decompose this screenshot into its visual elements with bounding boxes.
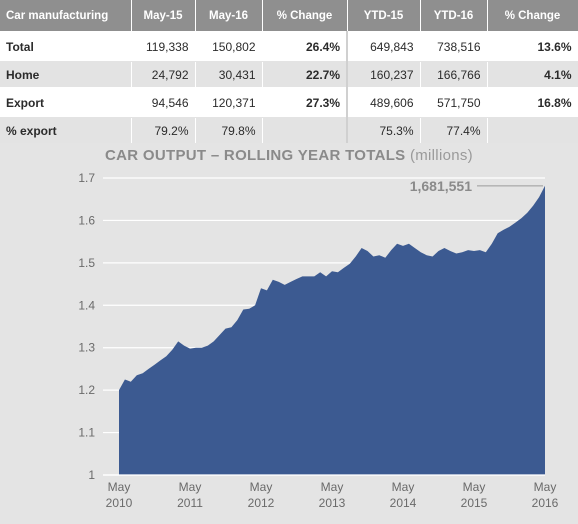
x-tick-label-month: May (321, 480, 344, 494)
y-tick-label: 1.7 (78, 171, 95, 185)
y-tick-label: 1.6 (78, 213, 95, 227)
cell-ytd-16: 166,766 (420, 61, 488, 88)
x-tick-label-month: May (108, 480, 131, 494)
x-tick-label-year: 2011 (177, 496, 203, 510)
y-tick-label: 1.4 (78, 298, 95, 312)
cell-ytd-16: 77.4% (420, 117, 488, 144)
x-tick-label-year: 2014 (390, 496, 417, 510)
x-tick-label-month: May (250, 480, 273, 494)
x-tick-label-year: 2013 (319, 496, 346, 510)
cell-may-16: 150,802 (195, 31, 263, 62)
x-tick-label-month: May (534, 480, 557, 494)
header-ytd-15: YTD-15 (347, 0, 421, 32)
car-manufacturing-table: Car manufacturing May-15 May-16 % Change… (0, 0, 578, 144)
cell-pct-change-ytd: 13.6% (487, 31, 578, 62)
x-tick-label-year: 2015 (461, 496, 488, 510)
y-tick-label: 1.2 (78, 383, 95, 397)
car-output-area-chart: 1 1.1 1.2 1.3 1.4 1.5 1.6 1.7 May 2010 May 2011 May 2… (78, 171, 559, 510)
table-row-total: Total 119,338 150,802 26.4% 649,843 738,… (0, 31, 578, 62)
cell-ytd-15: 75.3% (347, 117, 421, 144)
cell-ytd-15: 489,606 (347, 87, 421, 118)
y-tick-label: 1.1 (78, 426, 95, 440)
y-tick-label: 1 (88, 468, 95, 482)
x-tick-label-year: 2010 (106, 496, 133, 510)
header-may-15: May-15 (131, 0, 196, 32)
annotation-label: 1,681,551 (410, 178, 472, 194)
cell-pct-change-ytd: 16.8% (487, 87, 578, 118)
header-may-16: May-16 (195, 0, 263, 32)
cell-ytd-16: 738,516 (420, 31, 488, 62)
chart-panel: CAR OUTPUT – ROLLING YEAR TOTALS (millio… (0, 143, 578, 524)
y-tick-label: 1.3 (78, 341, 95, 355)
table-row-export: Export 94,546 120,371 27.3% 489,606 571,… (0, 87, 578, 118)
cell-pct-change-month: 27.3% (262, 87, 348, 118)
cell-may-16: 120,371 (195, 87, 263, 118)
cell-ytd-15: 160,237 (347, 61, 421, 88)
cell-pct-change-ytd (487, 117, 578, 144)
table-row-pct-export: % export 79.2% 79.8% 75.3% 77.4% (0, 117, 578, 144)
area-series (119, 185, 545, 476)
header-pct-change-month: % Change (262, 0, 348, 32)
cell-may-15: 119,338 (131, 31, 196, 62)
header-pct-change-ytd: % Change (487, 0, 578, 32)
cell-ytd-15: 649,843 (347, 31, 421, 62)
cell-pct-change-ytd: 4.1% (487, 61, 578, 88)
row-label: % export (0, 117, 132, 144)
cell-may-16: 79.8% (195, 117, 263, 144)
y-tick-label: 1.5 (78, 256, 95, 270)
cell-ytd-16: 571,750 (420, 87, 488, 118)
cell-pct-change-month: 26.4% (262, 31, 348, 62)
chart-title-text: CAR OUTPUT – ROLLING YEAR TOTALS (105, 147, 406, 164)
row-label: Home (0, 61, 132, 88)
x-tick-label-month: May (463, 480, 486, 494)
x-tick-label-month: May (392, 480, 415, 494)
x-tick-label-month: May (179, 480, 202, 494)
x-tick-label-year: 2016 (532, 496, 559, 510)
row-label: Total (0, 31, 132, 62)
cell-may-15: 24,792 (131, 61, 196, 88)
table-header-row: Car manufacturing May-15 May-16 % Change… (0, 0, 578, 32)
row-label: Export (0, 87, 132, 118)
header-car-manufacturing: Car manufacturing (0, 0, 132, 32)
header-ytd-16: YTD-16 (420, 0, 488, 32)
cell-pct-change-month (262, 117, 348, 144)
chart-title: CAR OUTPUT – ROLLING YEAR TOTALS (millio… (0, 147, 578, 164)
x-tick-label-year: 2012 (248, 496, 275, 510)
cell-may-15: 79.2% (131, 117, 196, 144)
cell-may-16: 30,431 (195, 61, 263, 88)
table-row-home: Home 24,792 30,431 22.7% 160,237 166,766… (0, 61, 578, 88)
cell-pct-change-month: 22.7% (262, 61, 348, 88)
cell-may-15: 94,546 (131, 87, 196, 118)
chart-title-unit: (millions) (409, 147, 473, 164)
